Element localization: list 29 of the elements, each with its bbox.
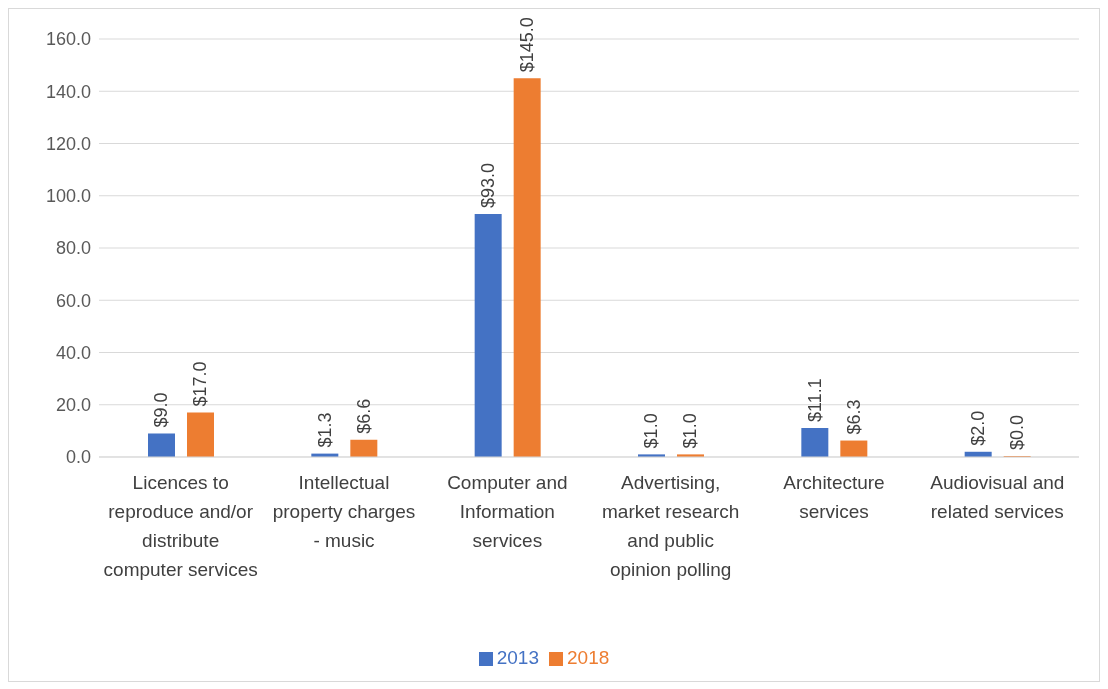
legend-label: 2013 <box>496 647 539 668</box>
x-tick-label: Audiovisual and related services <box>930 472 1065 522</box>
y-tick-label: 20.0 <box>55 395 91 416</box>
data-label: $6.6 <box>353 398 374 434</box>
y-tick-label: 100.0 <box>45 186 91 207</box>
data-label: $0.0 <box>1007 414 1028 450</box>
data-label: $2.0 <box>968 410 989 446</box>
y-tick-label: 0.0 <box>65 447 91 468</box>
y-tick-label: 40.0 <box>55 342 91 363</box>
y-tick-label: 120.0 <box>45 133 91 154</box>
y-tick-label: 140.0 <box>45 81 91 102</box>
y-tick-label: 60.0 <box>55 290 91 311</box>
y-tick-label: 160.0 <box>45 29 91 50</box>
data-label: $1.3 <box>314 412 335 448</box>
data-label: $9.0 <box>151 392 172 428</box>
x-tick-label: Intellectual property charges - music <box>272 472 416 551</box>
data-label: $1.0 <box>680 413 701 449</box>
x-tick-label: Advertising, market research and public opinion polling <box>602 472 740 580</box>
x-tick-label: Licences to reproduce and/or distribute computer services <box>103 472 258 580</box>
y-tick-label: 80.0 <box>55 238 91 259</box>
x-tick-label: Architecture services <box>783 472 885 522</box>
data-label: $6.3 <box>843 399 864 435</box>
data-label: $17.0 <box>190 361 211 407</box>
x-tick-label: Computer and Information services <box>447 472 568 551</box>
data-label: $11.1 <box>804 378 825 422</box>
data-label: $93.0 <box>478 162 499 209</box>
data-label: $1.0 <box>641 413 662 449</box>
data-label: $145.0 <box>517 17 538 73</box>
legend-label: 2018 <box>567 647 610 668</box>
